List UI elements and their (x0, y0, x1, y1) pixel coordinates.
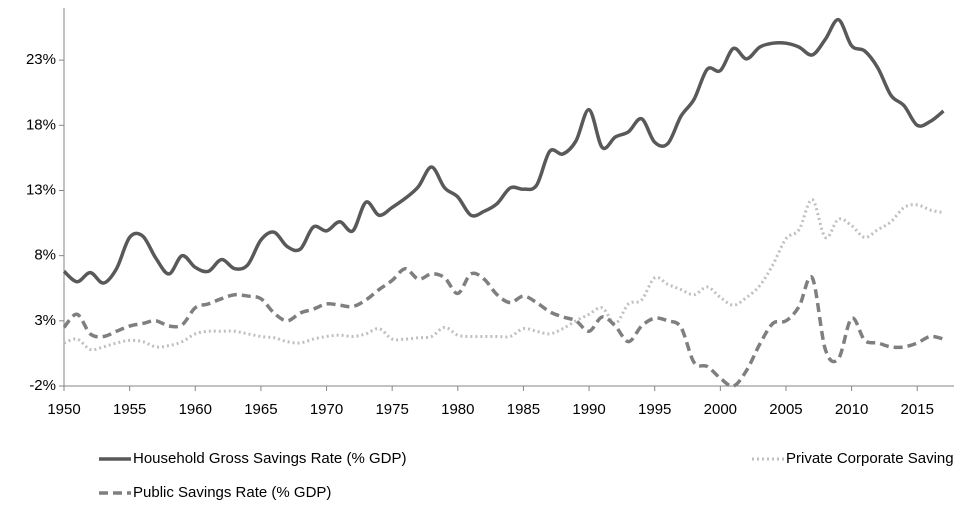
x-tick-label: 1995 (638, 401, 671, 418)
y-tick-label: 23% (26, 51, 56, 68)
x-tick-label: 1990 (572, 401, 605, 418)
y-tick-label: 8% (34, 247, 56, 264)
x-tick-label: 1980 (441, 401, 474, 418)
x-tick-label: 2000 (704, 401, 737, 418)
legend-label: Household Gross Savings Rate (% GDP) (133, 450, 406, 467)
series-line (62, 18, 945, 285)
legend-label: Public Savings Rate (% GDP) (133, 484, 331, 501)
y-tick-label: 18% (26, 116, 56, 133)
x-tick-label: 2015 (901, 401, 934, 418)
y-tick-label: 3% (34, 312, 56, 329)
x-tick-label: 1955 (113, 401, 146, 418)
y-tick-label: 13% (26, 181, 56, 198)
x-tick-label: 1965 (244, 401, 277, 418)
x-tick-label: 1985 (507, 401, 540, 418)
x-tick-label: 2010 (835, 401, 868, 418)
x-tick-label: 1975 (375, 401, 408, 418)
x-tick-label: 2005 (769, 401, 802, 418)
series-line (63, 198, 944, 352)
x-tick-label: 1970 (310, 401, 343, 418)
series-line (62, 266, 944, 388)
x-tick-label: 1960 (179, 401, 212, 418)
legend-label: Private Corporate Savings Rate (% GDP) (786, 450, 954, 467)
y-tick-label: -2% (29, 377, 56, 394)
x-tick-label: 1950 (47, 401, 80, 418)
